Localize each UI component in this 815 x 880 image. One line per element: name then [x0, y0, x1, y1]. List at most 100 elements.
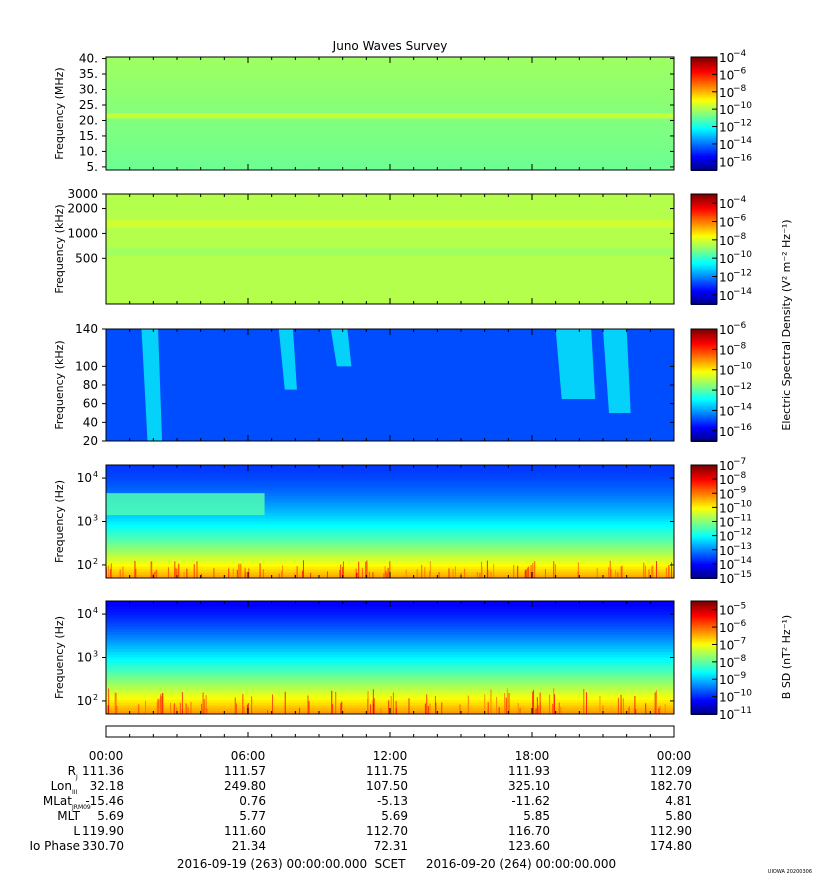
ephemeris-value: -5.13 [377, 794, 408, 808]
colorbar-tick-exponent: −14 [733, 136, 752, 146]
ephemeris-value: 0.76 [239, 794, 266, 808]
ephemeris-value: 112.90 [650, 824, 692, 838]
colorbar-tick-label: 10 [719, 289, 734, 303]
colorbar-tick-exponent: −10 [733, 499, 752, 509]
y-tick-label: 2000 [67, 202, 98, 216]
y-tick-label: 30. [79, 83, 98, 97]
y-tick-exponent: 3 [93, 650, 98, 659]
colorbar-tick-label: 10 [719, 501, 734, 515]
colorbar-tick-exponent: −14 [733, 287, 752, 297]
y-tick-label: 10 [77, 694, 92, 708]
ephemeris-row-label: MLat [43, 794, 72, 808]
colorbar-tick-exponent: −8 [733, 84, 747, 94]
ephemeris-value: 116.70 [508, 824, 550, 838]
ephemeris-value: 111.57 [224, 764, 266, 778]
y-tick-label: 3000 [67, 187, 98, 201]
ephemeris-row-subscript: J [75, 774, 78, 781]
colorbar-tick-exponent: −8 [733, 654, 747, 664]
y-tick-exponent: 2 [93, 557, 98, 566]
ephemeris-row-label: Io Phase [29, 839, 80, 853]
y-tick-exponent: 4 [93, 606, 98, 615]
ephemeris-value: 72.31 [374, 839, 408, 853]
colorbar-tick-label: 10 [719, 691, 734, 705]
colorbar-tick-label: 10 [719, 138, 734, 152]
y-tick-label: 15. [79, 129, 98, 143]
colorbar-tick-label: 10 [719, 216, 734, 230]
ephemeris-value: 111.60 [224, 824, 266, 838]
y-tick-label: 20. [79, 113, 98, 127]
ephemeris-value: -11.62 [511, 794, 550, 808]
y-axis-label: Frequency (kHz) [53, 340, 66, 429]
colorbar-tick-label: 10 [719, 155, 734, 169]
spectrogram-image [106, 601, 674, 714]
colorbar-tick-label: 10 [719, 487, 734, 501]
y-tick-label: 20 [83, 434, 98, 448]
ephemeris-value: 330.70 [82, 839, 124, 853]
colorbar-tick-exponent: −13 [733, 542, 752, 552]
y-tick-label: 60 [83, 397, 98, 411]
colorbar-tick-exponent: −12 [733, 119, 752, 129]
colorbar-tick-label: 10 [719, 271, 734, 285]
y-axis-label: Frequency (Hz) [53, 616, 66, 699]
colorbar-tick-label: 10 [719, 68, 734, 82]
colorbar-tick-exponent: −15 [733, 570, 752, 580]
ephemeris-value: 107.50 [366, 779, 408, 793]
colorbar-tick-exponent: −16 [733, 423, 752, 433]
y-tick-label: 10 [77, 515, 92, 529]
colorbar-tick-label: 10 [719, 544, 734, 558]
colorbar-tick-exponent: −4 [733, 195, 747, 205]
colorbar-tick-exponent: −8 [733, 232, 747, 242]
colorbar-tick-label: 10 [719, 103, 734, 117]
y-tick-label: 40. [79, 52, 98, 66]
provenance-stamp: UIOWA 20200306 [768, 869, 812, 875]
colorbar-tick-label: 10 [719, 530, 734, 544]
y-tick-label: 500 [75, 251, 98, 265]
ephemeris-value: 5.69 [97, 809, 124, 823]
colorbar-tick-exponent: −12 [733, 528, 752, 538]
y-tick-label: 140 [75, 322, 98, 336]
spectrogram-panel-3: 20 40 60 80 100 140 Frequency (kHz) [53, 322, 675, 448]
colorbar-tick-label: 10 [719, 343, 734, 357]
colorbar-tick-label: 10 [719, 121, 734, 135]
ephemeris-value: 112.70 [366, 824, 408, 838]
ephemeris-value: 5.85 [523, 809, 550, 823]
y-axis-label: Frequency (MHz) [53, 67, 66, 159]
ephemeris-row-subscript: III [72, 789, 78, 796]
spectrogram-panel-1: 5. 10.15. 20.25.30. 35.40. Frequency (MHz) [53, 52, 675, 174]
spectrogram-image [106, 329, 674, 441]
y-tick-exponent: 2 [93, 693, 98, 702]
ephemeris-value: 4.81 [665, 794, 692, 808]
colorbar-tick-exponent: −11 [733, 514, 752, 524]
y-tick-label: 35. [79, 67, 98, 81]
electric-colorbar-title: Electric Spectral Density (V² m⁻² Hz⁻¹) [780, 219, 793, 430]
colorbar-tick-exponent: −10 [733, 689, 752, 699]
spectrogram-image [106, 194, 674, 304]
colorbar-tick-exponent: −14 [733, 402, 752, 412]
spectrogram-image [106, 57, 674, 170]
ephemeris-value: 32.18 [90, 779, 124, 793]
ephemeris-value: 5.77 [239, 809, 266, 823]
ephemeris-row-label: MLT [57, 809, 80, 823]
y-tick-label: 1000 [67, 226, 98, 240]
footer-start-time: 2016-09-19 (263) 00:00:00.000 [177, 857, 367, 871]
colorbar-tick-exponent: −4 [733, 49, 747, 59]
colorbar-tick-exponent: −10 [733, 250, 752, 260]
ephemeris-value: -15.46 [85, 794, 124, 808]
time-tick-label: 18:00 [515, 749, 550, 763]
colorbar-tick-exponent: −11 [733, 706, 752, 716]
colorbar-tick-label: 10 [719, 404, 734, 418]
figure-title: Juno Waves Survey [332, 39, 448, 53]
ephemeris-value: 111.75 [366, 764, 408, 778]
colorbar-tick-label: 10 [719, 364, 734, 378]
colorbar-tick-exponent: −7 [733, 636, 746, 646]
footer-scet: SCET [375, 857, 407, 871]
time-tick-label: 00:00 [657, 749, 692, 763]
colorbar-tick-label: 10 [719, 708, 734, 722]
